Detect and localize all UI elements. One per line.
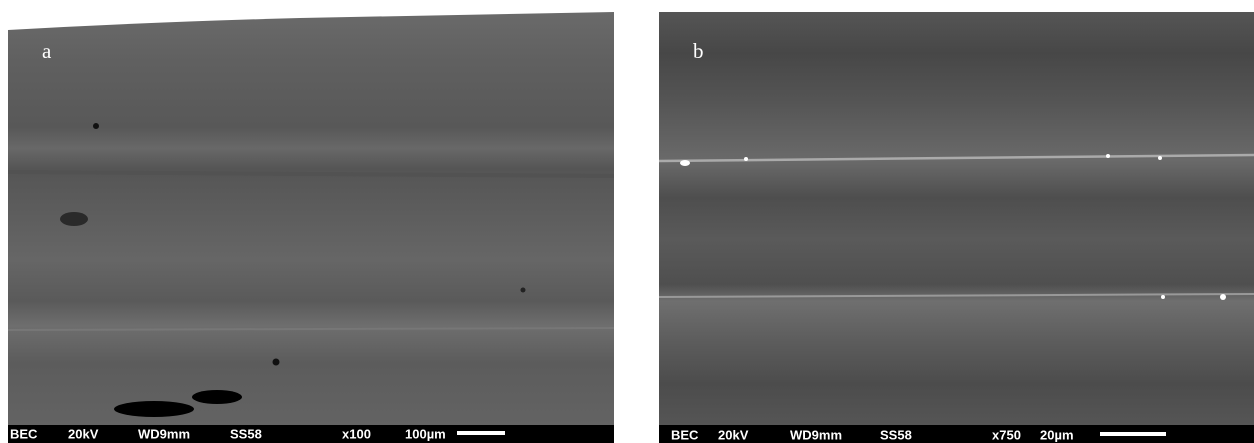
info-text: BEC — [671, 427, 699, 442]
panel-label: b — [693, 39, 704, 63]
micrograph — [659, 12, 1254, 425]
scale-bar — [457, 431, 505, 435]
info-text: x750 — [992, 427, 1021, 442]
particle — [1161, 295, 1165, 299]
stripe — [7, 327, 615, 331]
info-bar — [8, 425, 614, 443]
pore — [60, 212, 88, 226]
particle — [744, 157, 748, 161]
pore — [93, 123, 99, 129]
pore — [114, 401, 194, 417]
pore — [520, 287, 526, 293]
particle — [1220, 294, 1226, 300]
info-text: SS58 — [880, 427, 912, 442]
pore — [272, 358, 280, 366]
info-text: WD9mm — [790, 427, 842, 442]
info-text: 20kV — [68, 426, 99, 441]
micrograph — [8, 12, 614, 425]
stripe — [658, 293, 1254, 298]
info-text: BEC — [10, 426, 38, 441]
info-text: 100µm — [405, 426, 446, 441]
info-text: 20µm — [1040, 427, 1074, 442]
info-text: SS58 — [230, 426, 262, 441]
particle — [680, 160, 690, 166]
panel-b: b BEC 20kV WD9mm SS58 x750 20µm — [658, 12, 1254, 443]
panel-label: a — [42, 39, 52, 63]
info-bar — [659, 425, 1254, 443]
info-text: 20kV — [718, 427, 749, 442]
panel-a: a BEC 20kV WD9mm SS58 x100 100µm — [7, 12, 615, 443]
pore — [192, 390, 242, 404]
particle — [1106, 154, 1110, 158]
stripe — [7, 170, 615, 178]
info-text: WD9mm — [138, 426, 190, 441]
particle — [1158, 156, 1162, 160]
stripe — [658, 153, 1254, 163]
scale-bar — [1100, 432, 1166, 436]
info-text: x100 — [342, 426, 371, 441]
